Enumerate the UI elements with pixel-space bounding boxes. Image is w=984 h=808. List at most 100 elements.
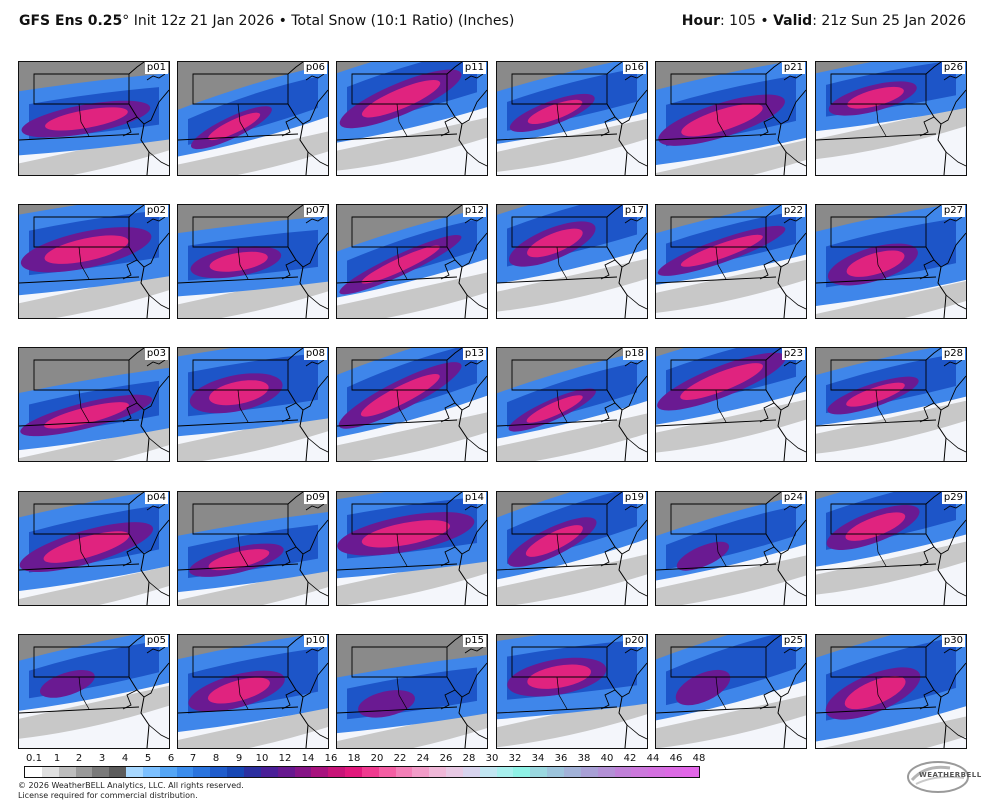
- legend-tick-label: 46: [669, 753, 683, 764]
- ensemble-member-panel-p10: p10: [177, 634, 329, 749]
- member-label: p03: [144, 348, 168, 360]
- legend-tick-label: 42: [623, 753, 637, 764]
- snow-map-p09: [178, 492, 328, 605]
- ensemble-member-panel-p04: p04: [18, 491, 170, 606]
- snow-map-p27: [816, 205, 966, 318]
- legend-swatch: [277, 767, 295, 777]
- snow-map-p15: [337, 635, 487, 748]
- snow-map-p13: [337, 348, 487, 461]
- member-label: p22: [781, 205, 805, 217]
- member-label: p16: [622, 62, 646, 74]
- legend-tick-label: 12: [278, 753, 292, 764]
- legend-tick-label: 20: [370, 753, 384, 764]
- legend-tick-label: 48: [692, 753, 706, 764]
- copyright-footer: © 2026 WeatherBELL Analytics, LLC. All r…: [18, 781, 244, 801]
- ensemble-member-panel-p11: p11: [336, 61, 488, 176]
- legend-swatch: [159, 767, 177, 777]
- member-label: p21: [781, 62, 805, 74]
- ensemble-member-panel-p30: p30: [815, 634, 967, 749]
- legend-tick-label: 1: [53, 753, 61, 764]
- snow-map-p18: [497, 348, 647, 461]
- legend-swatch: [530, 767, 548, 777]
- legend-ticks: 0.1 1 2 3 4 5 6 7 8 9 10 12 14 16 18 20 22 24 26 28 30 32 34 36…: [22, 753, 705, 766]
- legend-tick-label: 22: [393, 753, 407, 764]
- member-label: p29: [941, 492, 965, 504]
- snow-map-p21: [656, 62, 806, 175]
- member-label: p27: [941, 205, 965, 217]
- snow-map-p01: [19, 62, 169, 175]
- legend-swatch: [142, 767, 160, 777]
- member-label: p26: [941, 62, 965, 74]
- snow-map-p02: [19, 205, 169, 318]
- legend-swatch: [547, 767, 564, 777]
- ensemble-member-panel-p23: p23: [655, 347, 807, 462]
- legend-swatch: [597, 767, 615, 777]
- map-title: GFS Ens 0.25° Init 12z 21 Jan 2026 • Tot…: [19, 13, 514, 29]
- legend-swatch: [462, 767, 480, 777]
- legend-swatch: [294, 767, 312, 777]
- header: GFS Ens 0.25° Init 12z 21 Jan 2026 • Tot…: [0, 0, 984, 44]
- snow-map-p26: [816, 62, 966, 175]
- snow-map-p12: [337, 205, 487, 318]
- init-time: Init 12z 21 Jan 2026: [133, 13, 275, 29]
- member-label: p20: [622, 635, 646, 647]
- snow-map-p23: [656, 348, 806, 461]
- member-label: p02: [144, 205, 168, 217]
- member-label: p04: [144, 492, 168, 504]
- member-label: p07: [303, 205, 327, 217]
- bullet-1: •: [278, 13, 287, 29]
- legend-swatch: [345, 767, 362, 777]
- ensemble-member-panel-p28: p28: [815, 347, 967, 462]
- degree-symbol: °: [122, 13, 130, 29]
- snow-map-p07: [178, 205, 328, 318]
- legend-swatch: [25, 767, 42, 777]
- legend-tick-label: 28: [462, 753, 476, 764]
- legend-swatch: [176, 767, 194, 777]
- legend-tick-label: 30: [485, 753, 499, 764]
- member-label: p11: [462, 62, 486, 74]
- legend-tick-label: 40: [600, 753, 614, 764]
- legend-tick-label: 38: [577, 753, 591, 764]
- legend-swatch: [260, 767, 278, 777]
- ensemble-member-panel-p20: p20: [496, 634, 648, 749]
- field-name: Total Snow (10:1 Ratio) (Inches): [291, 13, 515, 29]
- member-label: p01: [144, 62, 168, 74]
- legend-swatch: [126, 767, 143, 777]
- legend-swatch: [361, 767, 379, 777]
- ensemble-member-panel-p18: p18: [496, 347, 648, 462]
- bullet-2: •: [760, 13, 769, 29]
- ensemble-member-panel-p05: p05: [18, 634, 170, 749]
- member-label: p14: [462, 492, 486, 504]
- legend-tick-label: 18: [347, 753, 361, 764]
- color-legend: 0.1 1 2 3 4 5 6 7 8 9 10 12 14 16 18 20 22 24 26 28 30 32 34 36…: [22, 753, 705, 781]
- snow-map-p24: [656, 492, 806, 605]
- legend-swatch: [109, 767, 127, 777]
- legend-swatch: [395, 767, 413, 777]
- ensemble-member-panel-p16: p16: [496, 61, 648, 176]
- ensemble-member-panel-p13: p13: [336, 347, 488, 462]
- snow-map-p05: [19, 635, 169, 748]
- ensemble-member-panel-p27: p27: [815, 204, 967, 319]
- ensemble-member-panel-p14: p14: [336, 491, 488, 606]
- ensemble-member-panel-p24: p24: [655, 491, 807, 606]
- ensemble-member-panel-p19: p19: [496, 491, 648, 606]
- ensemble-member-panel-p07: p07: [177, 204, 329, 319]
- model-name: GFS Ens 0.25: [19, 13, 123, 29]
- snow-map-p14: [337, 492, 487, 605]
- ensemble-member-panel-p29: p29: [815, 491, 967, 606]
- legend-swatch: [564, 767, 581, 777]
- snow-map-p29: [816, 492, 966, 605]
- member-label: p06: [303, 62, 327, 74]
- legend-swatch: [210, 767, 228, 777]
- legend-swatch: [429, 767, 447, 777]
- snow-map-p20: [497, 635, 647, 748]
- legend-swatch: [446, 767, 463, 777]
- legend-swatch: [41, 767, 59, 777]
- ensemble-member-panel-p17: p17: [496, 204, 648, 319]
- legend-tick-label: 34: [531, 753, 545, 764]
- legend-swatch: [378, 767, 396, 777]
- legend-tick-label: 14: [301, 753, 315, 764]
- snow-map-p16: [497, 62, 647, 175]
- ensemble-member-panel-p01: p01: [18, 61, 170, 176]
- legend-swatch: [513, 767, 531, 777]
